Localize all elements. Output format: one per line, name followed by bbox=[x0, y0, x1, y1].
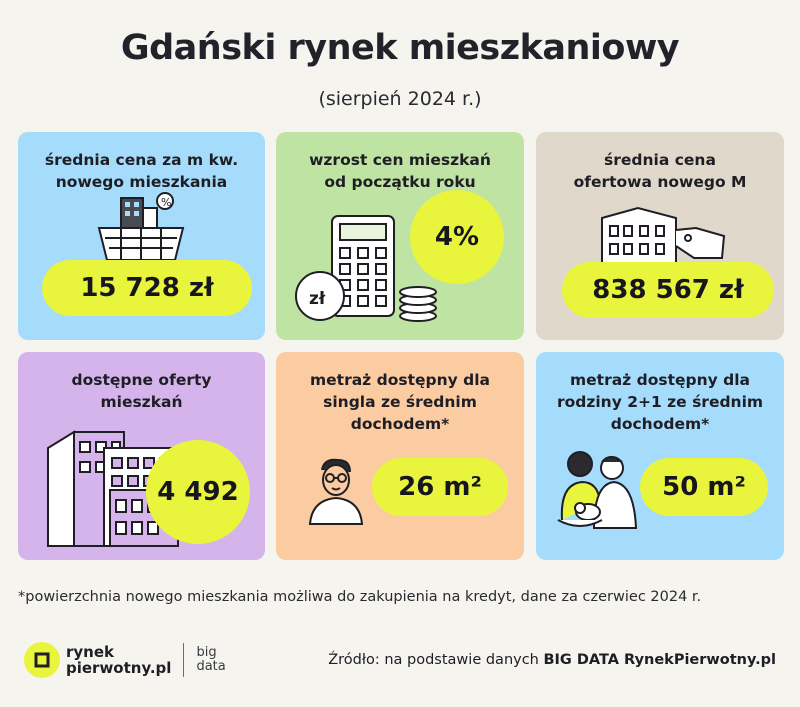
partner-line: data bbox=[196, 659, 226, 674]
logo-mark-icon bbox=[24, 642, 60, 678]
value-pill: 15 728 zł bbox=[42, 260, 252, 316]
card-label-line: singla ze średnim bbox=[323, 393, 477, 411]
card-label-line: metraż dostępny dla bbox=[570, 371, 750, 389]
rynekpierwotny-logo: rynek pierwotny.pl big data bbox=[24, 638, 226, 682]
source-note: Źródło: na podstawie danych BIG DATA Ryn… bbox=[328, 652, 776, 668]
value-circle: 4 492 bbox=[146, 440, 250, 544]
family-icon bbox=[550, 448, 650, 534]
card-price-per-sqm: średnia cena za m kw. nowego mieszkania … bbox=[18, 132, 265, 340]
building-price-tag-icon bbox=[598, 206, 728, 274]
card-label-line: dostępne oferty bbox=[71, 371, 212, 389]
logo-line: pierwotny.pl bbox=[66, 659, 172, 677]
logo-divider bbox=[183, 643, 185, 677]
card-single-area: metraż dostępny dla singla ze średnim do… bbox=[276, 352, 524, 560]
source-prefix: Źródło: na podstawie danych bbox=[328, 652, 544, 668]
card-average-offer-price: średnia cena ofertowa nowego M 838 567 z… bbox=[536, 132, 784, 340]
basket-building-percent-icon: % bbox=[91, 188, 191, 266]
card-label-line: dochodem* bbox=[350, 415, 450, 433]
card-family-area: metraż dostępny dla rodziny 2+1 ze średn… bbox=[536, 352, 784, 560]
single-person-icon bbox=[306, 456, 366, 526]
card-available-offers: dostępne oferty mieszkań 4 492 bbox=[18, 352, 265, 560]
card-label-line: metraż dostępny dla bbox=[310, 371, 490, 389]
calculator-coins-icon: zł bbox=[290, 212, 440, 327]
card-label-line: dochodem* bbox=[610, 415, 710, 433]
card-label-line: mieszkań bbox=[100, 393, 183, 411]
coin-currency-label: zł bbox=[309, 289, 326, 309]
source-bold: BIG DATA RynekPierwotny.pl bbox=[543, 652, 776, 668]
card-label-line: średnia cena za m kw. bbox=[44, 151, 239, 169]
card-label-line: ofertowa nowego M bbox=[573, 173, 747, 191]
page-subtitle: (sierpień 2024 r.) bbox=[318, 88, 482, 110]
card-label-line: nowego mieszkania bbox=[55, 173, 228, 191]
card-label-line: rodziny 2+1 ze średnim bbox=[556, 393, 764, 411]
logo-wordmark: rynek pierwotny.pl bbox=[66, 644, 171, 676]
value-pill: 50 m² bbox=[640, 458, 768, 516]
card-price-growth: wzrost cen mieszkań od początku roku zł … bbox=[276, 132, 524, 340]
value-pill: 26 m² bbox=[372, 458, 508, 516]
svg-text:%: % bbox=[161, 196, 171, 209]
card-label-line: wzrost cen mieszkań bbox=[309, 151, 491, 169]
card-label-line: średnia cena bbox=[604, 151, 716, 169]
partner-line: big bbox=[196, 645, 217, 660]
page-title: Gdański rynek mieszkaniowy bbox=[120, 28, 680, 68]
value-pill: 838 567 zł bbox=[562, 262, 774, 318]
footnote: *powierzchnia nowego mieszkania możliwa … bbox=[18, 589, 702, 605]
value-circle: 4% bbox=[410, 190, 504, 284]
card-label-line: od początku roku bbox=[324, 173, 476, 191]
logo-line: rynek bbox=[66, 643, 115, 661]
big-data-logo: big data bbox=[196, 646, 225, 674]
